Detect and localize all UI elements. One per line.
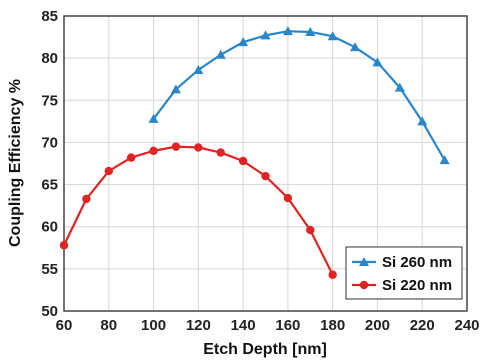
data-point xyxy=(170,84,181,94)
data-point xyxy=(282,26,293,36)
data-point xyxy=(126,153,136,162)
data-point xyxy=(306,225,315,235)
x-tick-label: 120 xyxy=(186,317,211,334)
data-point xyxy=(439,155,450,165)
data-point xyxy=(238,156,248,166)
y-tick-labels: 50 55 60 65 70 75 80 85 xyxy=(41,8,58,320)
series-line xyxy=(152,30,446,161)
grid-lines xyxy=(64,16,467,311)
data-point xyxy=(350,42,361,52)
data-point xyxy=(82,194,91,204)
x-tick-labels: 60 80 100 120 140 160 180 200 220 240 xyxy=(56,317,480,334)
x-tick-label: 80 xyxy=(100,317,117,334)
legend-label: Si 220 nm xyxy=(382,277,452,294)
x-tick-label: 180 xyxy=(320,317,345,334)
series-si-260 xyxy=(148,26,450,165)
series-layer xyxy=(59,26,450,279)
legend-box xyxy=(345,246,463,300)
y-tick-label: 65 xyxy=(41,177,58,194)
data-point xyxy=(260,30,271,40)
data-point xyxy=(148,113,159,123)
data-point xyxy=(305,27,316,37)
data-point xyxy=(194,143,203,152)
x-tick-label: 200 xyxy=(365,317,390,334)
x-axis-label: Etch Depth [nm] xyxy=(203,341,327,358)
data-point xyxy=(261,171,270,181)
data-point xyxy=(59,241,69,250)
data-point xyxy=(328,270,337,279)
data-point xyxy=(216,148,225,157)
data-point xyxy=(372,57,383,67)
data-point xyxy=(215,49,226,59)
legend-label: Si 260 nm xyxy=(382,254,452,271)
data-point xyxy=(394,82,405,92)
x-tick-label: 240 xyxy=(454,317,479,334)
x-tick-label: 100 xyxy=(141,317,166,334)
legend-entry-si-260: Si 260 nm xyxy=(352,254,452,271)
y-tick-label: 75 xyxy=(41,92,58,109)
x-tick-label: 160 xyxy=(275,317,300,334)
y-tick-label: 50 xyxy=(41,303,58,320)
y-tick-label: 85 xyxy=(41,8,58,25)
data-point xyxy=(327,31,338,41)
x-tick-label: 220 xyxy=(410,317,435,334)
x-tick-label: 60 xyxy=(56,317,73,334)
plot-area-frame xyxy=(63,15,468,312)
legend-entry-si-220: Si 220 nm xyxy=(352,277,452,294)
data-point xyxy=(171,142,181,151)
data-point xyxy=(283,193,293,203)
data-point xyxy=(238,37,249,47)
y-tick-label: 70 xyxy=(41,134,58,151)
data-point xyxy=(417,116,428,126)
legend: Si 260 nm Si 220 nm xyxy=(345,246,463,300)
y-tick-label: 80 xyxy=(41,50,58,67)
data-point xyxy=(193,64,204,74)
legend-marker xyxy=(359,257,369,266)
series-si-220 xyxy=(59,142,337,279)
legend-marker xyxy=(359,280,369,290)
x-tick-label: 140 xyxy=(231,317,256,334)
y-tick-label: 55 xyxy=(41,261,58,278)
data-point xyxy=(104,166,113,176)
y-axis-label: Coupling Efficiency % xyxy=(7,79,24,247)
y-tick-label: 60 xyxy=(41,219,58,236)
data-point xyxy=(149,146,158,156)
